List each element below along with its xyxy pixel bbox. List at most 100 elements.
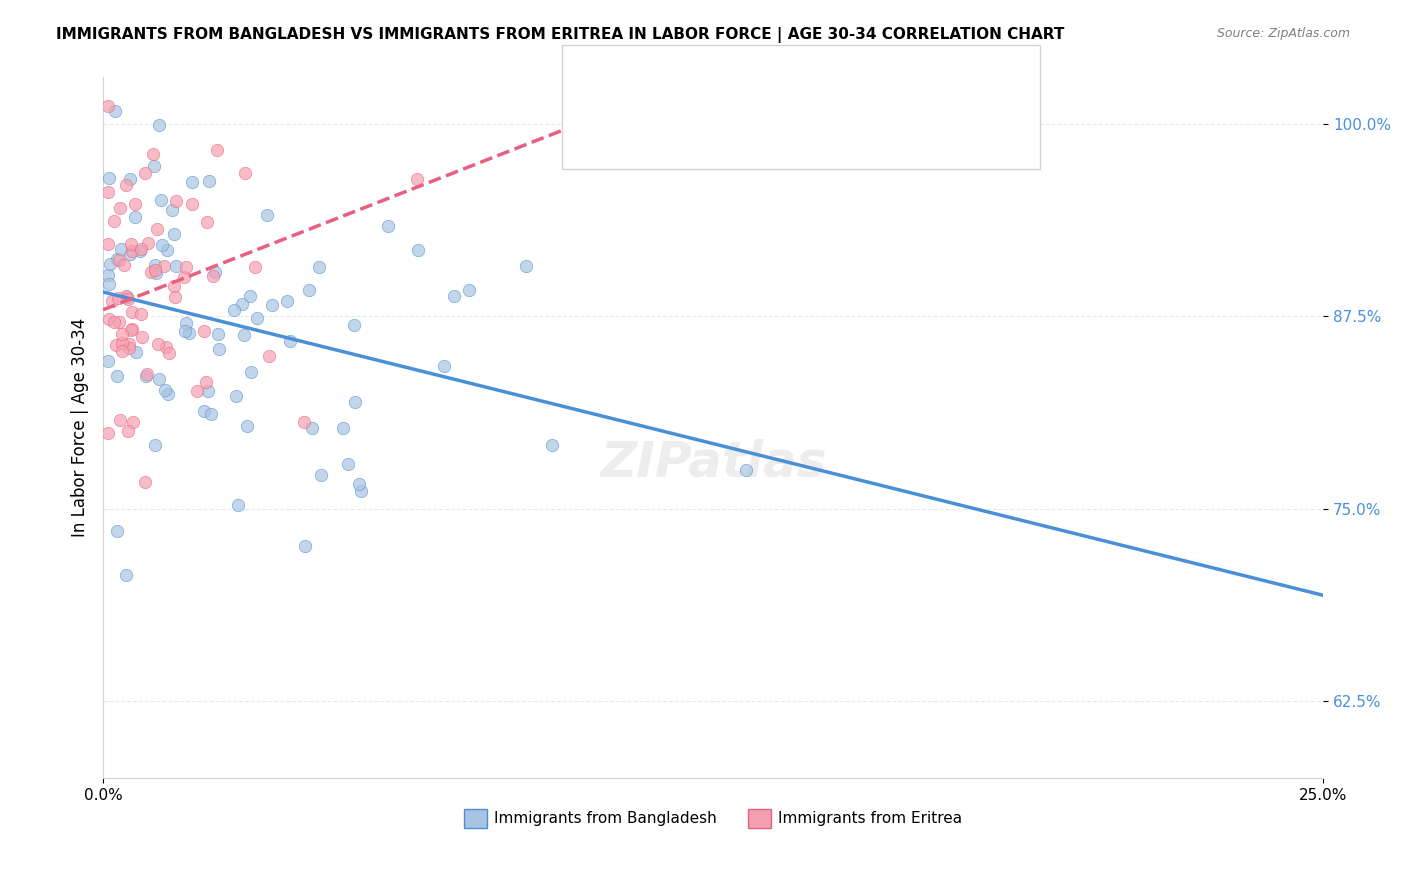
Point	[105, 369, 128, 384]
Point	[515, 259, 537, 273]
Point	[245, 260, 267, 274]
Point	[107, 291, 129, 305]
Point	[236, 419, 259, 434]
Point	[294, 539, 316, 553]
Point	[148, 118, 170, 132]
Point	[233, 166, 256, 180]
Point	[160, 202, 183, 217]
Point	[262, 297, 284, 311]
Point	[226, 498, 249, 512]
Point	[134, 166, 156, 180]
Point	[124, 210, 146, 224]
Point	[204, 265, 226, 279]
Point	[433, 359, 456, 373]
Point	[97, 354, 120, 368]
Point	[225, 389, 247, 403]
Point	[239, 289, 262, 303]
Point	[129, 242, 152, 256]
Point	[149, 193, 172, 207]
Point	[193, 325, 215, 339]
Text: N =: N =	[862, 129, 896, 145]
Point	[165, 290, 187, 304]
Point	[104, 103, 127, 118]
Text: R =: R =	[666, 79, 700, 95]
Point	[97, 312, 120, 326]
Point	[97, 237, 120, 252]
Point	[118, 172, 141, 186]
Point	[111, 326, 134, 341]
Point	[110, 242, 132, 256]
Text: 64: 64	[932, 129, 953, 145]
Point	[349, 477, 371, 491]
Point	[181, 175, 204, 189]
Point	[121, 305, 143, 319]
Point	[108, 252, 131, 267]
Point	[246, 310, 269, 325]
Point	[443, 289, 465, 303]
Point	[337, 457, 360, 471]
Point	[150, 238, 173, 252]
Point	[186, 384, 208, 399]
Point	[155, 243, 177, 257]
Point	[298, 283, 321, 297]
Point	[408, 244, 430, 258]
Point	[142, 159, 165, 173]
Legend: Immigrants from Bangladesh, Immigrants from Eritrea: Immigrants from Bangladesh, Immigrants f…	[458, 803, 969, 834]
Point	[143, 258, 166, 272]
Point	[350, 483, 373, 498]
Point	[159, 346, 181, 360]
Point	[105, 252, 128, 266]
Point	[118, 337, 141, 351]
Point	[118, 341, 141, 355]
Point	[148, 337, 170, 351]
Point	[208, 343, 231, 357]
Point	[131, 330, 153, 344]
Point	[134, 475, 156, 490]
Point	[120, 323, 142, 337]
Point	[103, 315, 125, 329]
Text: IMMIGRANTS FROM BANGLADESH VS IMMIGRANTS FROM ERITREA IN LABOR FORCE | AGE 30-34: IMMIGRANTS FROM BANGLADESH VS IMMIGRANTS…	[56, 27, 1064, 43]
Point	[332, 420, 354, 434]
Point	[148, 372, 170, 386]
Point	[163, 227, 186, 241]
Point	[124, 197, 146, 211]
Point	[207, 326, 229, 341]
Point	[121, 322, 143, 336]
Point	[231, 297, 253, 311]
Point	[136, 367, 159, 381]
Point	[122, 415, 145, 429]
Point	[98, 277, 121, 291]
Text: -0.324: -0.324	[747, 79, 800, 95]
Point	[97, 185, 120, 199]
Point	[240, 366, 263, 380]
Point	[377, 219, 399, 234]
Point	[97, 425, 120, 440]
Y-axis label: In Labor Force | Age 30-34: In Labor Force | Age 30-34	[72, 318, 89, 538]
Point	[205, 143, 228, 157]
Text: Source: ZipAtlas.com: Source: ZipAtlas.com	[1216, 27, 1350, 40]
Point	[309, 467, 332, 482]
Point	[108, 413, 131, 427]
Point	[107, 524, 129, 538]
Point	[280, 334, 302, 348]
Point	[163, 279, 186, 293]
Text: 75: 75	[932, 79, 953, 95]
Point	[152, 259, 174, 273]
Point	[139, 265, 162, 279]
Point	[200, 407, 222, 421]
Point	[105, 338, 128, 352]
Point	[142, 147, 165, 161]
Point	[115, 288, 138, 302]
Point	[145, 266, 167, 280]
Point	[98, 171, 121, 186]
Point	[256, 208, 278, 222]
Point	[110, 201, 132, 215]
Point	[308, 260, 330, 275]
Point	[222, 302, 245, 317]
Point	[257, 349, 280, 363]
Point	[117, 425, 139, 439]
Point	[177, 326, 200, 341]
Point	[143, 263, 166, 277]
Point	[194, 375, 217, 389]
Point	[197, 174, 219, 188]
